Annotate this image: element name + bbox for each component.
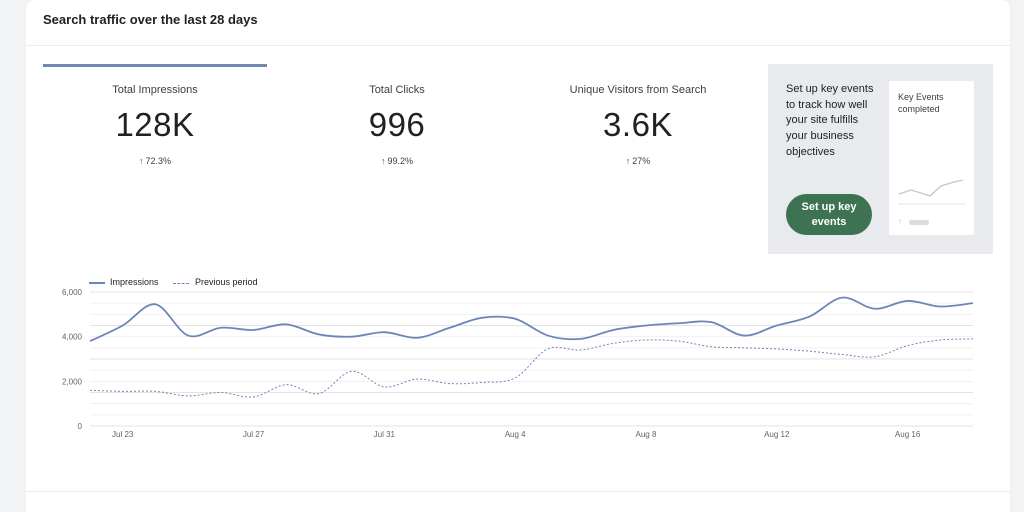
search-traffic-card: Search traffic over the last 28 days Tot… xyxy=(26,0,1010,512)
metric-delta-value: 27% xyxy=(632,156,651,166)
y-tick-label: 4,000 xyxy=(62,333,83,342)
arrow-up-icon: ↑ xyxy=(138,156,144,166)
legend-label: Previous period xyxy=(195,277,258,287)
setup-key-events-button[interactable]: Set up key events xyxy=(786,194,872,235)
arrow-up-icon: ↑ xyxy=(380,156,386,166)
metric-delta: ↑ 72.3% xyxy=(43,156,267,166)
metric-tab-unique-visitors[interactable]: Unique Visitors from Search 3.6K ↑ 27% xyxy=(526,64,750,174)
metric-delta: ↑ 99.2% xyxy=(285,156,509,166)
placeholder-pill xyxy=(909,220,929,225)
metric-value: 996 xyxy=(368,106,426,143)
mini-card-title: Key Events completed xyxy=(898,92,944,114)
x-tick-label: Jul 27 xyxy=(243,430,265,439)
button-label: Set up key events xyxy=(801,200,857,228)
y-tick-label: 6,000 xyxy=(62,288,83,297)
metric-delta: ↑ 27% xyxy=(526,156,750,166)
y-tick-label: 2,000 xyxy=(62,377,83,386)
header-divider xyxy=(26,45,1010,46)
traffic-line-chart: 0 2,000 4,000 6,000 Jul 23 Jul 27 Jul 31 Aug 4 A… xyxy=(62,288,974,439)
x-tick-label: Aug 12 xyxy=(764,430,790,439)
x-tick-label: Aug 16 xyxy=(895,430,921,439)
legend-swatch-solid xyxy=(89,282,105,284)
x-tick-label: Jul 23 xyxy=(112,430,134,439)
metric-tab-impressions[interactable]: Total Impressions 128K ↑ 72.3% xyxy=(43,64,267,174)
arrow-up-icon: ↑ xyxy=(625,156,631,166)
metric-label: Total Impressions xyxy=(112,84,198,96)
metric-tab-clicks[interactable]: Total Clicks 996 ↑ 99.2% xyxy=(285,64,509,174)
card-title: Search traffic over the last 28 days xyxy=(43,12,258,27)
x-tick-label: Jul 31 xyxy=(374,430,396,439)
active-tab-indicator xyxy=(43,64,267,67)
legend-label: Impressions xyxy=(110,277,159,287)
metric-delta-value: 72.3% xyxy=(145,156,172,166)
legend-swatch-dashed xyxy=(173,283,189,284)
key-events-promo: Set up key events to track how well your… xyxy=(768,64,993,254)
metric-label: Unique Visitors from Search xyxy=(569,84,707,96)
metric-value: 3.6K xyxy=(603,106,673,143)
arrow-up-icon: ↑ xyxy=(898,217,902,226)
bottom-divider xyxy=(26,491,1010,492)
metric-delta-value: 99.2% xyxy=(387,156,414,166)
mini-sparkline-icon xyxy=(898,179,965,205)
x-tick-label: Aug 4 xyxy=(505,430,526,439)
series-line-impressions xyxy=(89,296,974,342)
metric-value: 128K xyxy=(115,106,195,143)
promo-text: Set up key events to track how well your… xyxy=(786,83,874,158)
x-tick-label: Aug 8 xyxy=(636,430,657,439)
metric-label: Total Clicks xyxy=(369,84,425,96)
y-tick-label: 0 xyxy=(78,422,83,431)
key-events-preview-card: Key Events completed ↑ xyxy=(889,81,974,235)
